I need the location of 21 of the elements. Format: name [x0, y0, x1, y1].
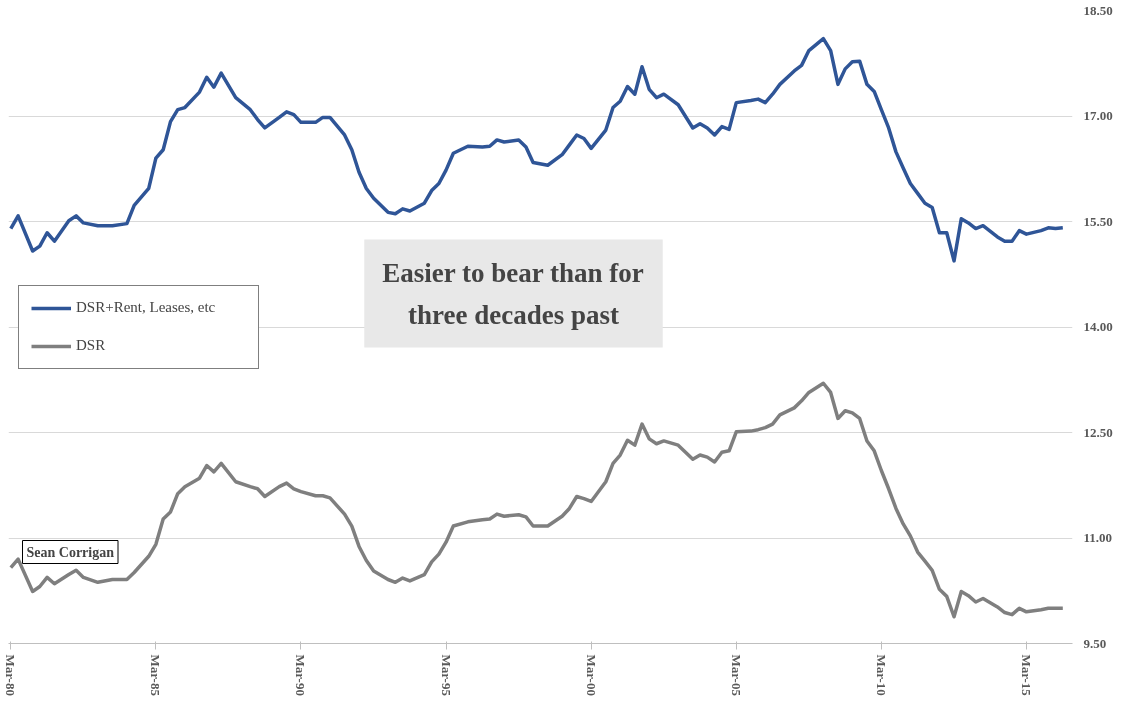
x-tick-label: Mar-15 [1018, 654, 1034, 697]
y-tick-label: 18.50 [1083, 2, 1113, 18]
y-tick-label: 17.00 [1083, 108, 1113, 123]
y-tick-label: 14.00 [1083, 319, 1113, 334]
legend-label: DSR+Rent, Leases, etc [76, 299, 217, 316]
y-tick-label: 9.50 [1083, 635, 1107, 651]
y-tick-label: 11.00 [1083, 530, 1113, 545]
line-series [9, 381, 1065, 619]
x-tick-label: Mar-80 [3, 654, 19, 696]
x-tick-label: Mar-90 [293, 654, 309, 696]
x-tick-label: Mar-05 [728, 654, 744, 697]
x-tick-label: Mar-85 [148, 654, 164, 697]
y-tick-label: 15.50 [1083, 213, 1113, 229]
x-tick-label: Mar-95 [438, 654, 454, 697]
x-tick-label: Mar-00 [583, 654, 599, 696]
legend-label: DSR [76, 337, 107, 354]
annotation: Easier to bear than for three decades past [382, 257, 644, 330]
line-series [9, 36, 1065, 263]
annotation: Sean Corrigan [26, 544, 115, 560]
x-tick-label: Mar-10 [873, 654, 889, 696]
y-tick-label: 12.50 [1083, 424, 1113, 440]
